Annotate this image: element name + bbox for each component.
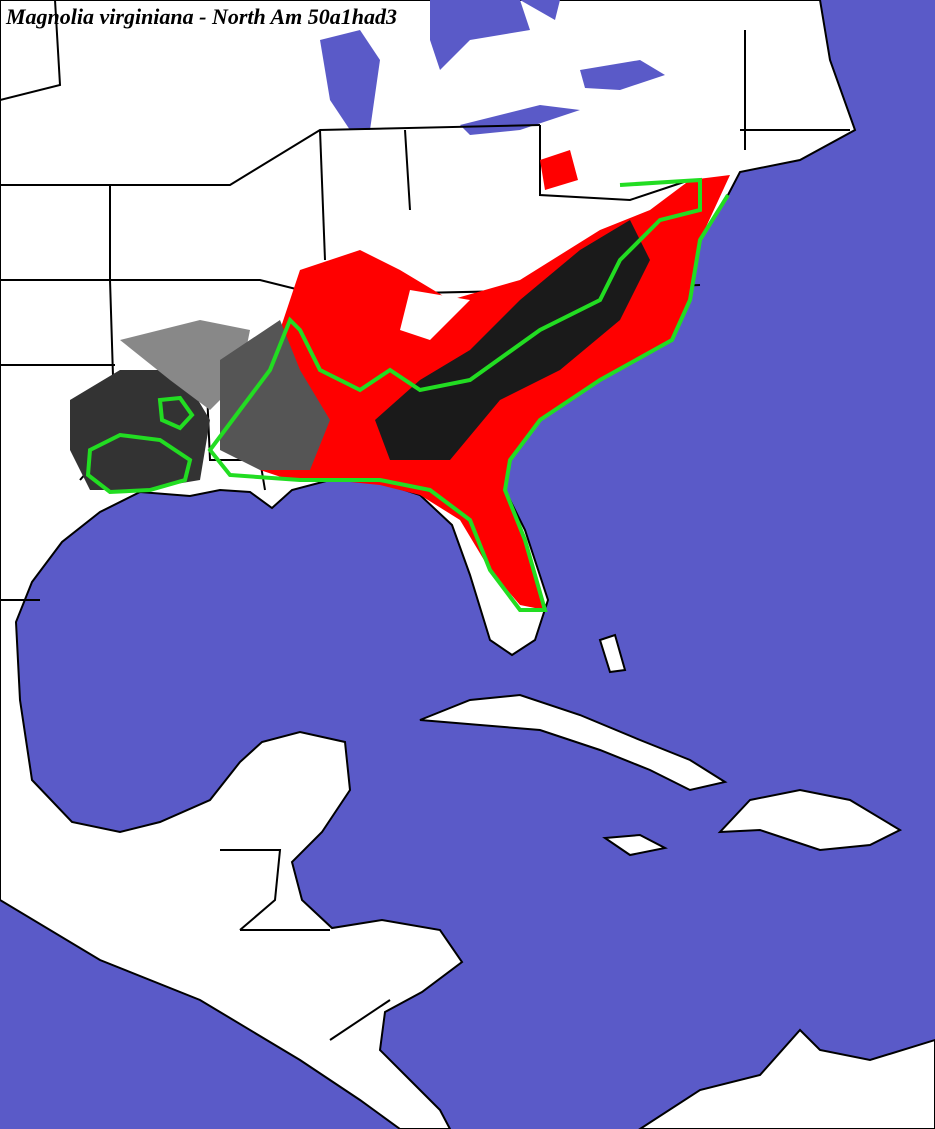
range-west (85, 432, 193, 495)
habitat-gap (400, 290, 470, 340)
lake-michigan (320, 30, 380, 130)
range-outline (207, 177, 730, 612)
bahamas (598, 633, 627, 674)
lake-erie (460, 105, 580, 135)
south-america (638, 1028, 935, 1129)
habitat-north (540, 150, 578, 190)
map-title: Magnolia virginiana - North Am 50a1had3 (5, 4, 397, 29)
hispaniola (717, 788, 903, 852)
habitat-high (375, 220, 650, 460)
jamaica (602, 833, 668, 857)
habitat-central (220, 320, 330, 470)
cuba (419, 693, 728, 792)
range-west-small (157, 395, 195, 431)
habitat-mid-west (120, 320, 250, 410)
lake-ontario (580, 60, 665, 90)
lake-superior (520, 0, 560, 20)
lake-huron (430, 0, 530, 70)
